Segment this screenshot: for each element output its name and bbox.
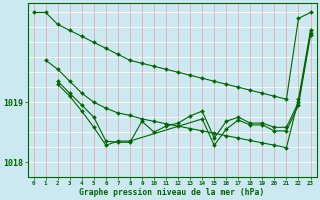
X-axis label: Graphe pression niveau de la mer (hPa): Graphe pression niveau de la mer (hPa) — [79, 188, 265, 197]
